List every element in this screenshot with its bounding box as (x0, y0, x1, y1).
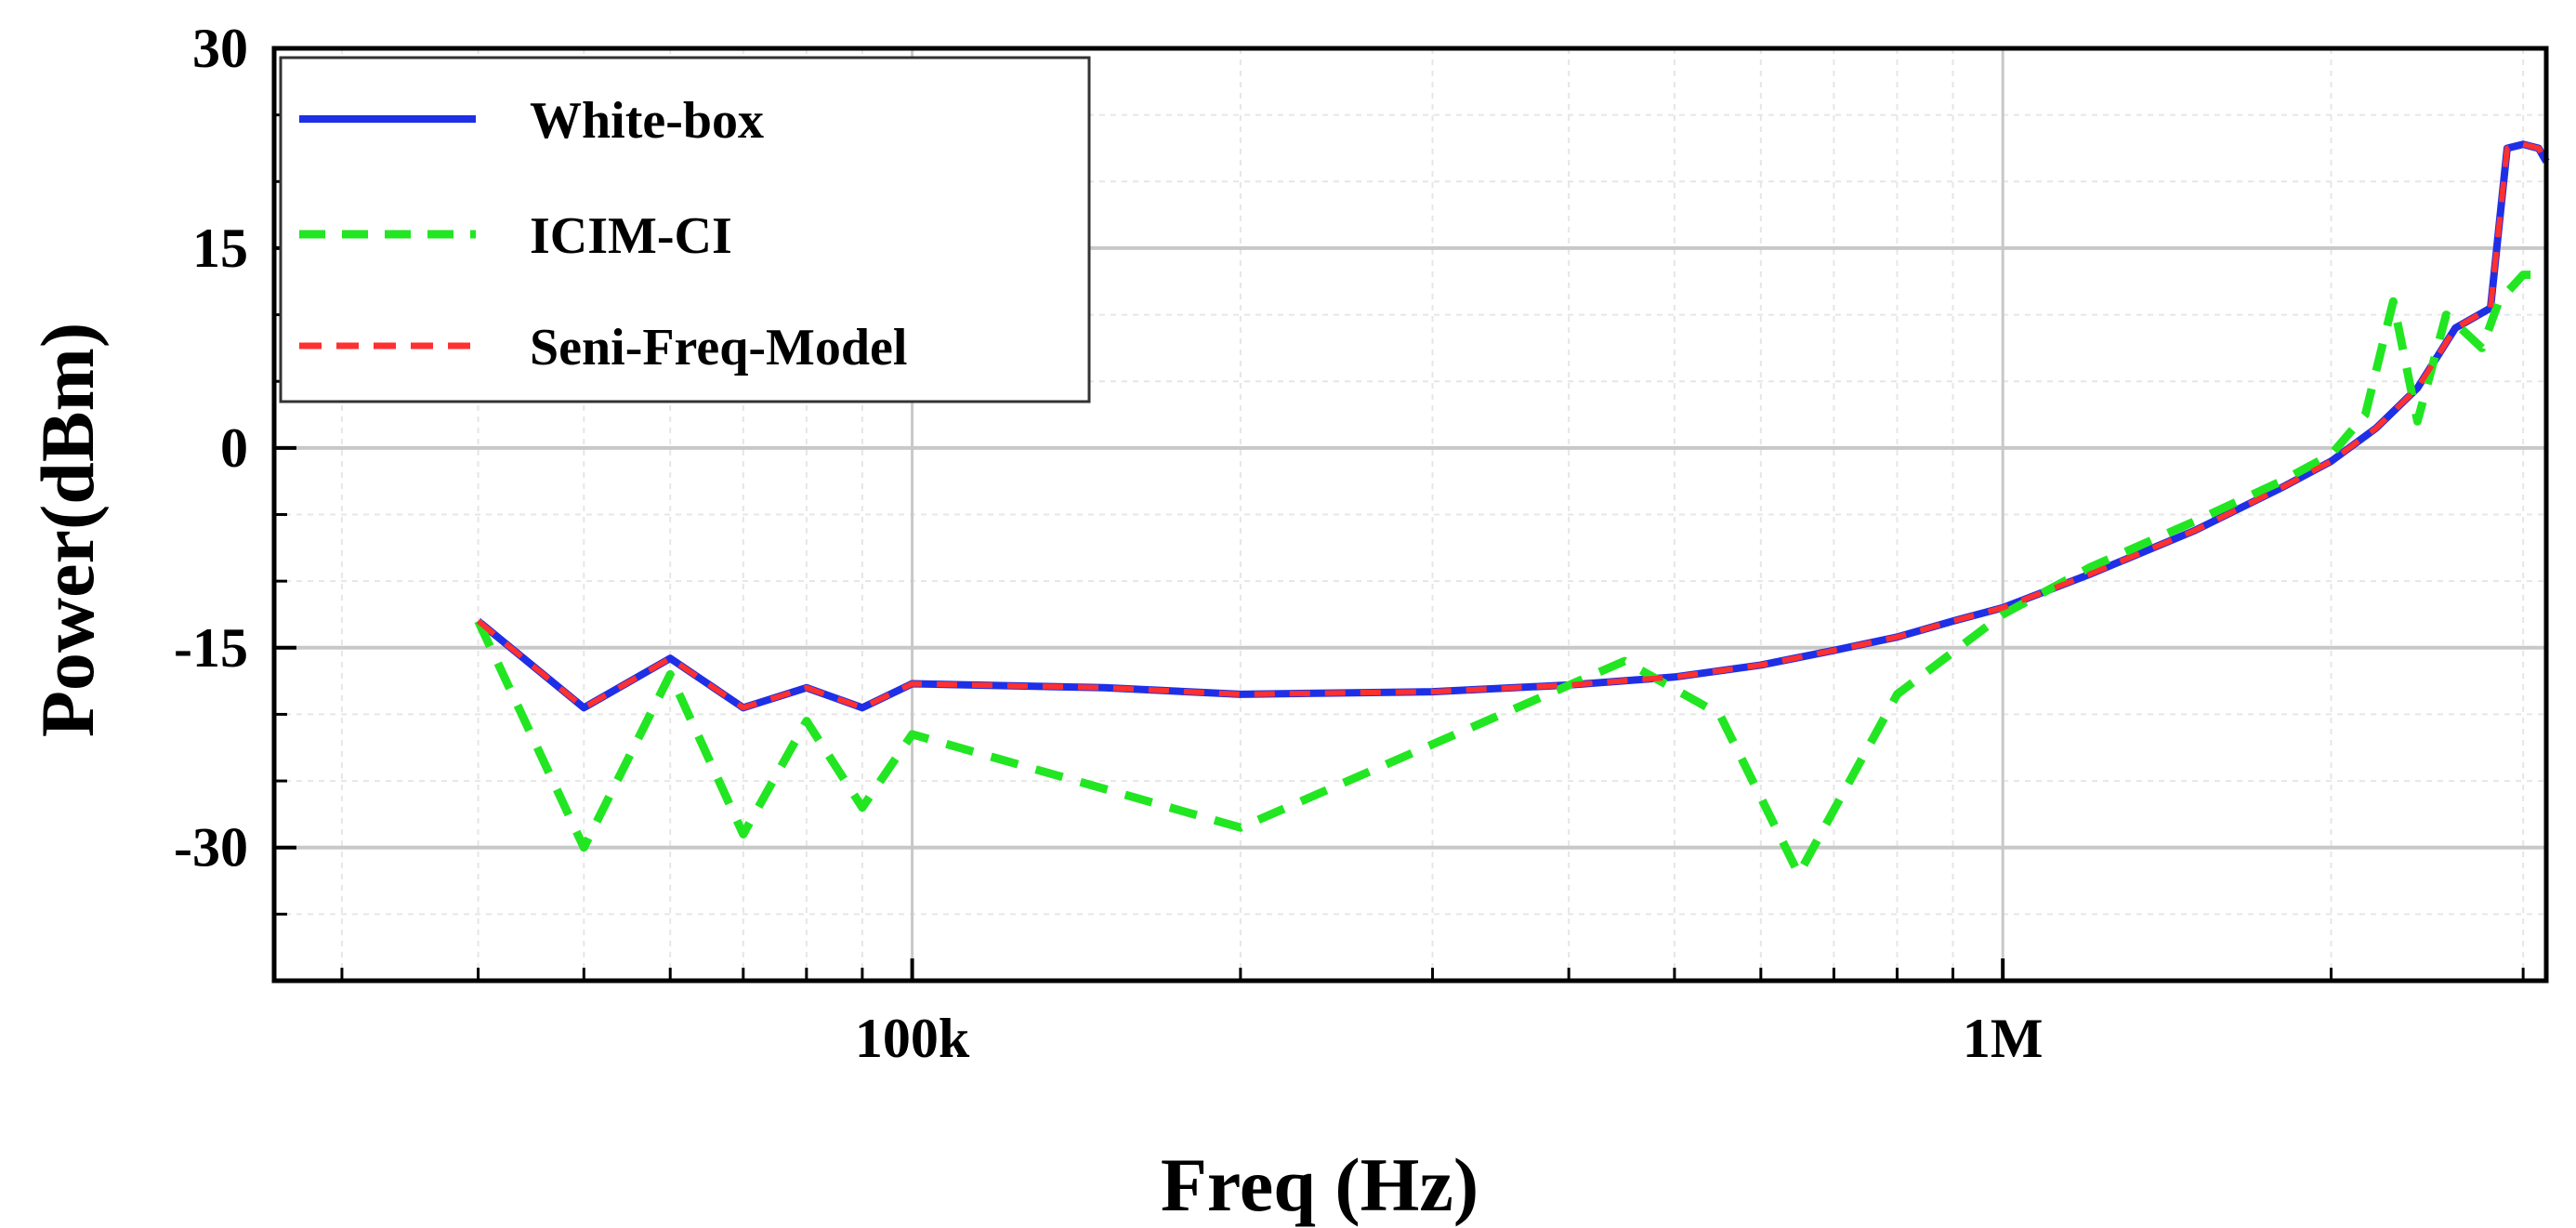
series-layer (474, 140, 2550, 878)
y-tick-label: -30 (174, 817, 248, 878)
legend-label-seni-freq-model: Seni-Freq-Model (530, 319, 907, 376)
series-line-icim-ci (474, 271, 2546, 878)
x-tick-label: 1M (1963, 1008, 2044, 1069)
legend: White-box ICIM-CI Seni-Freq-Model (279, 56, 1091, 403)
tick-labels: 30 15 0 -15 -30 100k 1M (174, 18, 2043, 1069)
y-tick-label: 0 (220, 417, 248, 479)
x-tick-label: 100k (855, 1008, 970, 1069)
y-tick-label: -15 (174, 617, 248, 679)
legend-label-white-box: White-box (530, 92, 764, 150)
y-axis-title: Power(dBm) (25, 323, 110, 737)
legend-label-icim-ci: ICIM-CI (530, 207, 732, 265)
y-tick-label: 15 (192, 218, 248, 279)
y-tick-label: 30 (192, 18, 248, 79)
x-axis-title: Freq (Hz) (1161, 1142, 1479, 1227)
series-line-seni-freq-model (476, 141, 2549, 711)
